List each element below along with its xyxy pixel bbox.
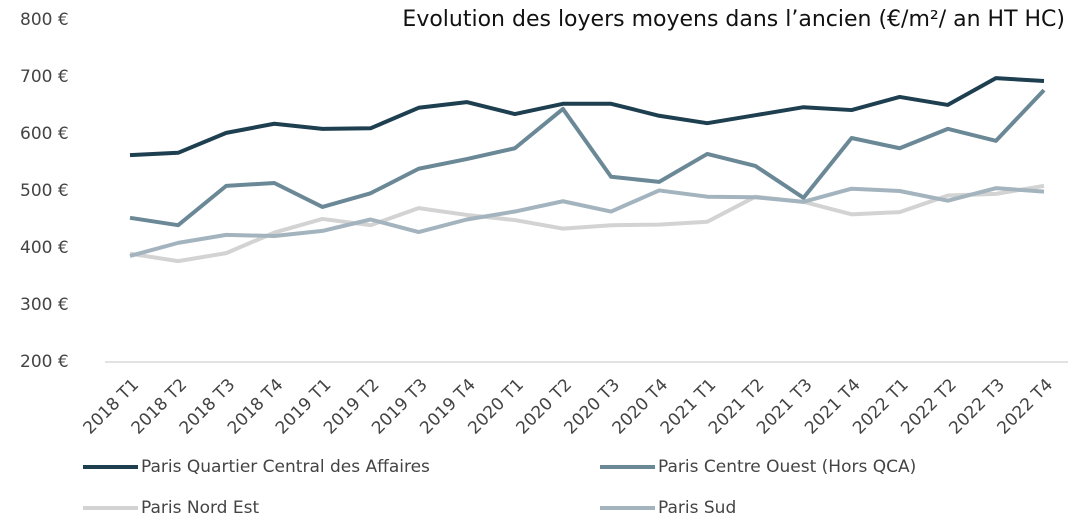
- y-tick-label: 800 €: [20, 10, 69, 30]
- legend-label: Paris Sud: [658, 498, 736, 518]
- series-line: [129, 186, 1045, 258]
- legend-label: Paris Quartier Central des Affaires: [141, 457, 430, 477]
- y-tick-label: 400 €: [20, 238, 69, 258]
- y-tick-label: 600 €: [20, 124, 69, 144]
- chart-title: Evolution des loyers moyens dans l’ancie…: [402, 7, 1065, 32]
- series-line: [129, 183, 1045, 264]
- legend-label: Paris Centre Ouest (Hors QCA): [658, 457, 916, 477]
- y-tick-label: 200 €: [20, 352, 69, 372]
- y-tick-label: 700 €: [20, 67, 69, 87]
- y-tick-label: 300 €: [20, 295, 69, 315]
- series-line: [129, 76, 1045, 158]
- legend-label: Paris Nord Est: [141, 498, 259, 518]
- y-tick-label: 500 €: [20, 181, 69, 201]
- series-line: [129, 88, 1046, 228]
